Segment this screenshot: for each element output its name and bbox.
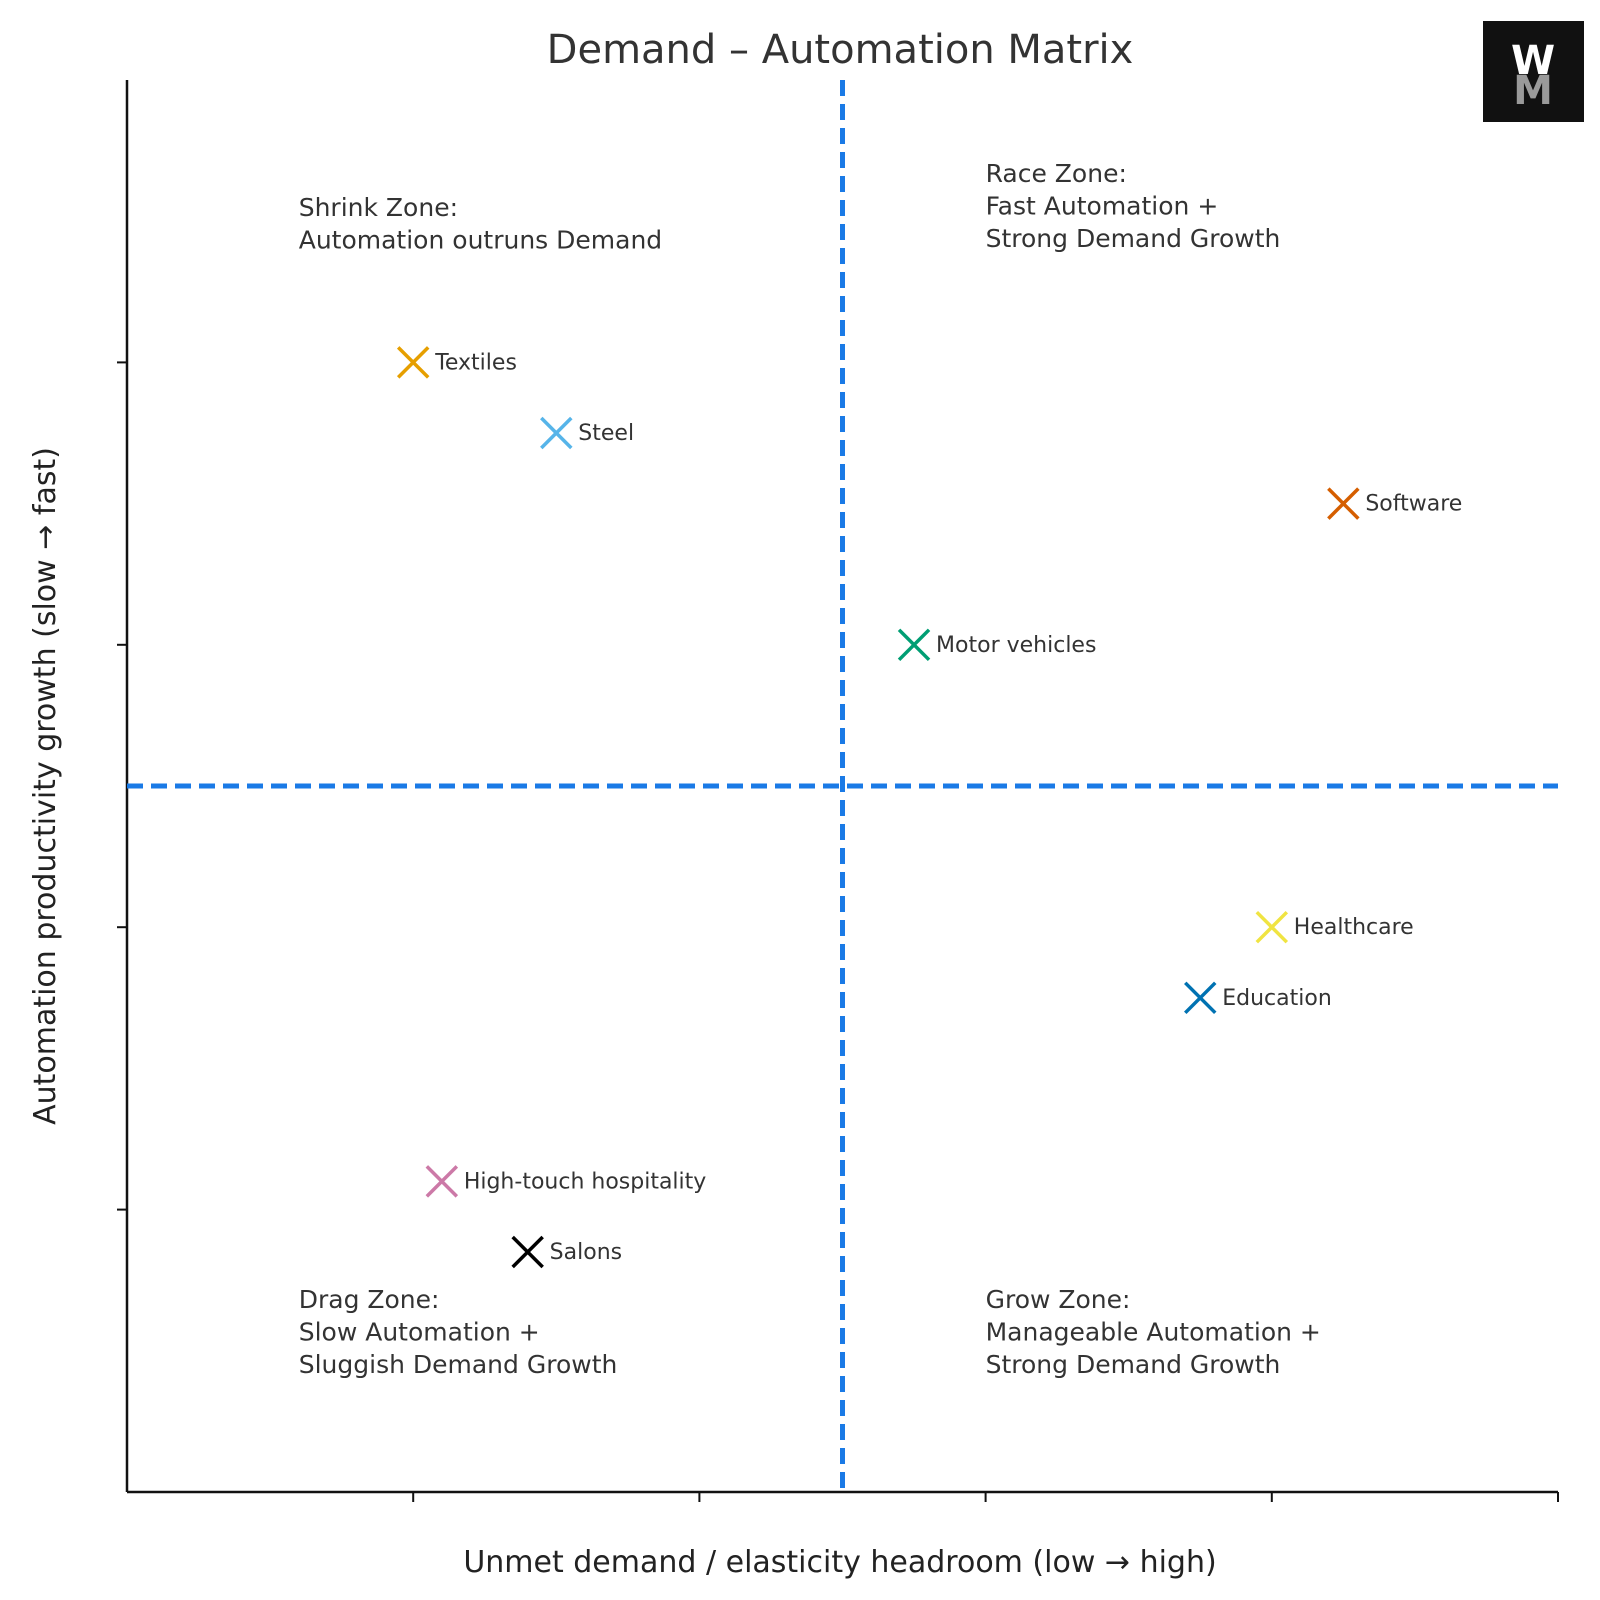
point-textiles: Textiles [396, 346, 517, 379]
zone-label-line: Automation outruns Demand [299, 226, 662, 255]
logo: W M [1483, 21, 1584, 122]
point-steel: Steel [540, 416, 634, 450]
marker-x-icon [897, 628, 931, 662]
zone-label-line: Shrink Zone: [299, 193, 458, 222]
logo-background [1483, 21, 1584, 122]
logo-letter-w: W [1511, 38, 1555, 84]
point-label: High-touch hospitality [464, 1169, 706, 1194]
zone-label-line: Strong Demand Growth [986, 1350, 1281, 1379]
x-axis-label: Unmet demand / elasticity headroom (low … [463, 1545, 1216, 1580]
point-label: Motor vehicles [936, 633, 1096, 658]
zone-label-line: Drag Zone: [299, 1285, 440, 1314]
point-software: Software [1327, 487, 1462, 520]
marker-x-icon [1255, 910, 1289, 944]
marker-x-icon [396, 346, 430, 379]
data-points: Textiles Steel Software Motor vehicles Healt… [396, 346, 1462, 1269]
zone-label-drag: Drag Zone: Slow Automation + Sluggish Dema… [299, 1285, 618, 1379]
zone-label-line: Slow Automation + [299, 1318, 540, 1347]
y-axis-label: Automation productivity growth (slow → f… [28, 447, 63, 1125]
logo-letter-m: M [1513, 68, 1553, 114]
zone-label-line: Fast Automation + [986, 192, 1219, 221]
point-label: Salons [550, 1240, 622, 1265]
zone-label-line: Race Zone: [986, 159, 1127, 188]
marker-x-icon [511, 1235, 544, 1269]
point-high-touch-hospitality: High-touch hospitality [425, 1165, 706, 1198]
quadrant-dividers [127, 80, 1558, 1492]
zone-label-line: Manageable Automation + [986, 1318, 1321, 1347]
marker-x-icon [425, 1165, 459, 1198]
point-label: Healthcare [1294, 915, 1414, 940]
axis-ticks [117, 361, 1559, 1502]
marker-x-icon [1327, 487, 1360, 520]
marker-x-icon [540, 416, 573, 450]
zone-label-line: Sluggish Demand Growth [299, 1350, 618, 1379]
zone-annotations: Shrink Zone: Automation outruns Demand Rac… [299, 159, 1321, 1379]
chart-title: Demand – Automation Matrix [547, 27, 1134, 73]
point-motor-vehicles: Motor vehicles [897, 628, 1096, 662]
zone-label-race: Race Zone: Fast Automation + Strong Demand… [986, 159, 1281, 253]
point-label: Software [1365, 492, 1462, 517]
point-healthcare: Healthcare [1255, 910, 1414, 944]
point-education: Education [1184, 981, 1332, 1015]
zone-label-shrink: Shrink Zone: Automation outruns Demand [299, 193, 662, 255]
marker-x-icon [1184, 981, 1217, 1015]
point-label: Steel [578, 421, 634, 446]
point-salons: Salons [511, 1235, 622, 1269]
point-label: Textiles [434, 350, 517, 375]
zone-label-line: Grow Zone: [986, 1285, 1131, 1314]
zone-label-line: Strong Demand Growth [986, 224, 1281, 253]
zone-label-grow: Grow Zone: Manageable Automation + Strong … [986, 1285, 1321, 1379]
point-label: Education [1222, 986, 1332, 1011]
